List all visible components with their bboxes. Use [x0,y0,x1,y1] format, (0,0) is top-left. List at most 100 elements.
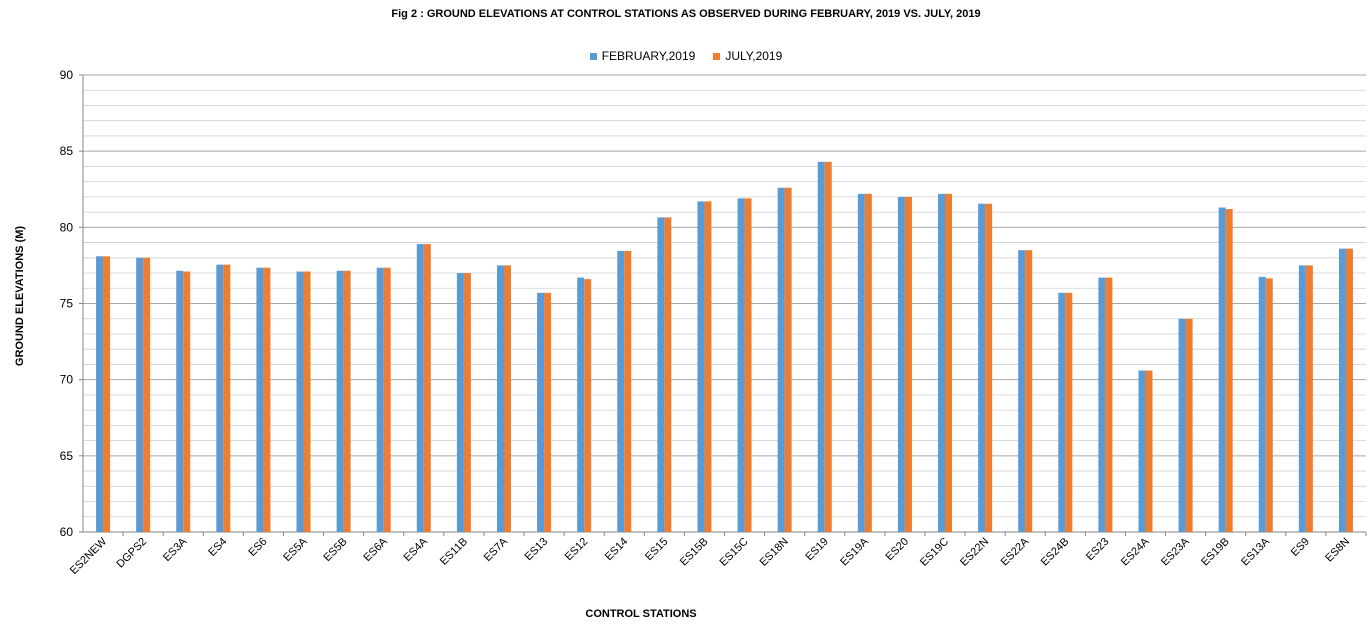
bar-july-es15b [704,201,712,533]
y-tick-label: 80 [60,220,74,234]
bar-february-es24b [1058,292,1066,532]
bar-february-es19b [1218,207,1226,532]
x-tick-label: ES4 [206,536,229,559]
bar-july-es11b [463,273,471,532]
x-tick-label: ES5A [281,535,310,564]
x-tick-label: ES19C [918,536,951,569]
bar-july-es5b [343,270,351,532]
bar-july-es5a [303,271,311,532]
bar-july-es4a [423,244,431,532]
y-tick-label: 70 [60,373,74,387]
bar-february-dgps2 [136,257,144,532]
bar-february-es5b [336,270,344,532]
bar-july-es24b [1065,292,1073,532]
bar-february-es3a [176,270,184,532]
bar-july-dgps2 [143,257,151,532]
bar-february-es22n [978,203,986,532]
bar-july-es20 [904,196,912,532]
bar-february-es19a [857,193,865,532]
bar-july-es14 [624,250,632,532]
bar-february-es12 [577,277,585,532]
bar-july-es9 [1305,265,1313,532]
bar-july-es19b [1225,209,1233,532]
x-tick-label: ES13A [1239,535,1272,568]
legend-swatch-february [589,52,597,60]
bar-july-es23a [1185,318,1193,532]
bar-february-es22a [1018,250,1026,532]
y-tick-label: 75 [60,297,74,311]
bar-july-es15 [664,217,672,532]
bar-february-es13a [1258,276,1266,532]
x-tick-label: ES14 [603,536,631,564]
legend-label-february: FEBRUARY,2019 [601,49,696,63]
bar-july-es23 [1105,277,1113,532]
y-tick-label: 60 [60,525,74,539]
x-tick-label: ES18N [758,536,791,569]
bar-july-es6 [263,267,271,532]
bar-february-es4 [216,264,224,532]
x-tick-label: ES19A [838,535,871,568]
x-tick-label: ES13 [523,536,551,564]
x-tick-label: ES11B [438,536,470,568]
bar-february-es5a [296,271,304,532]
bar-february-es15c [737,198,745,532]
x-tick-label: ES4A [402,535,431,564]
bar-february-es13 [537,292,545,532]
bar-july-es13a [1265,278,1273,532]
x-tick-label: ES15 [643,536,671,564]
bar-july-es15c [744,198,752,532]
bar-july-es2new [103,256,111,532]
bar-february-es6 [256,267,264,532]
x-tick-label: ES2NEW [68,535,110,577]
x-tick-label: ES24B [1039,536,1072,569]
y-tick-label: 65 [60,449,74,463]
bar-july-es19a [864,193,872,532]
legend: FEBRUARY,2019 JULY,2019 [0,49,1372,63]
bar-february-es15 [657,217,665,532]
bar-july-es8n [1345,248,1353,532]
x-tick-label: ES3A [161,535,190,564]
x-tick-label: DGPS2 [114,536,149,571]
x-tick-label: ES22N [958,536,991,569]
bar-february-es23a [1178,318,1186,532]
bar-july-es19 [824,161,832,532]
x-tick-label: ES7A [482,535,511,564]
bar-february-es19 [817,161,825,532]
x-tick-label: ES6A [361,535,390,564]
bar-february-es4a [416,244,424,532]
bar-february-es11b [456,273,464,532]
x-tick-label: ES8N [1323,536,1352,565]
x-tick-label: ES5B [321,536,349,564]
bar-july-es22n [985,203,993,532]
bar-february-es19c [938,193,946,532]
bar-july-es24a [1145,370,1153,532]
bar-july-es19c [945,193,953,532]
y-tick-label: 85 [60,144,74,158]
x-axis-label: CONTROL STATIONS [585,608,697,620]
x-tick-label: ES12 [563,536,591,564]
bar-february-es9 [1298,265,1306,532]
bar-february-es14 [617,250,625,532]
legend-label-july: JULY,2019 [725,49,783,63]
bar-july-es22a [1025,250,1033,532]
bar-july-es6a [383,267,391,532]
bar-july-es12 [584,279,592,532]
bar-february-es23 [1098,277,1106,532]
bar-july-es13 [544,292,552,532]
x-tick-label: ES24A [1119,535,1152,568]
bar-july-es4 [223,264,231,532]
legend-swatch-july [713,52,721,60]
bar-july-es7a [503,265,511,532]
legend-item-february: FEBRUARY,2019 [589,49,696,63]
bar-february-es15b [697,201,705,533]
bar-february-es2new [96,256,104,532]
x-tick-label: ES19 [803,536,831,564]
x-tick-label: ES6 [246,536,269,559]
bar-february-es20 [897,196,905,532]
x-tick-label: ES19B [1199,536,1232,569]
bar-february-es18n [777,187,785,532]
chart-title: Fig 2 : GROUND ELEVATIONS AT CONTROL STA… [391,8,981,20]
x-tick-label: ES23 [1084,536,1112,564]
x-tick-label: ES20 [884,536,912,564]
